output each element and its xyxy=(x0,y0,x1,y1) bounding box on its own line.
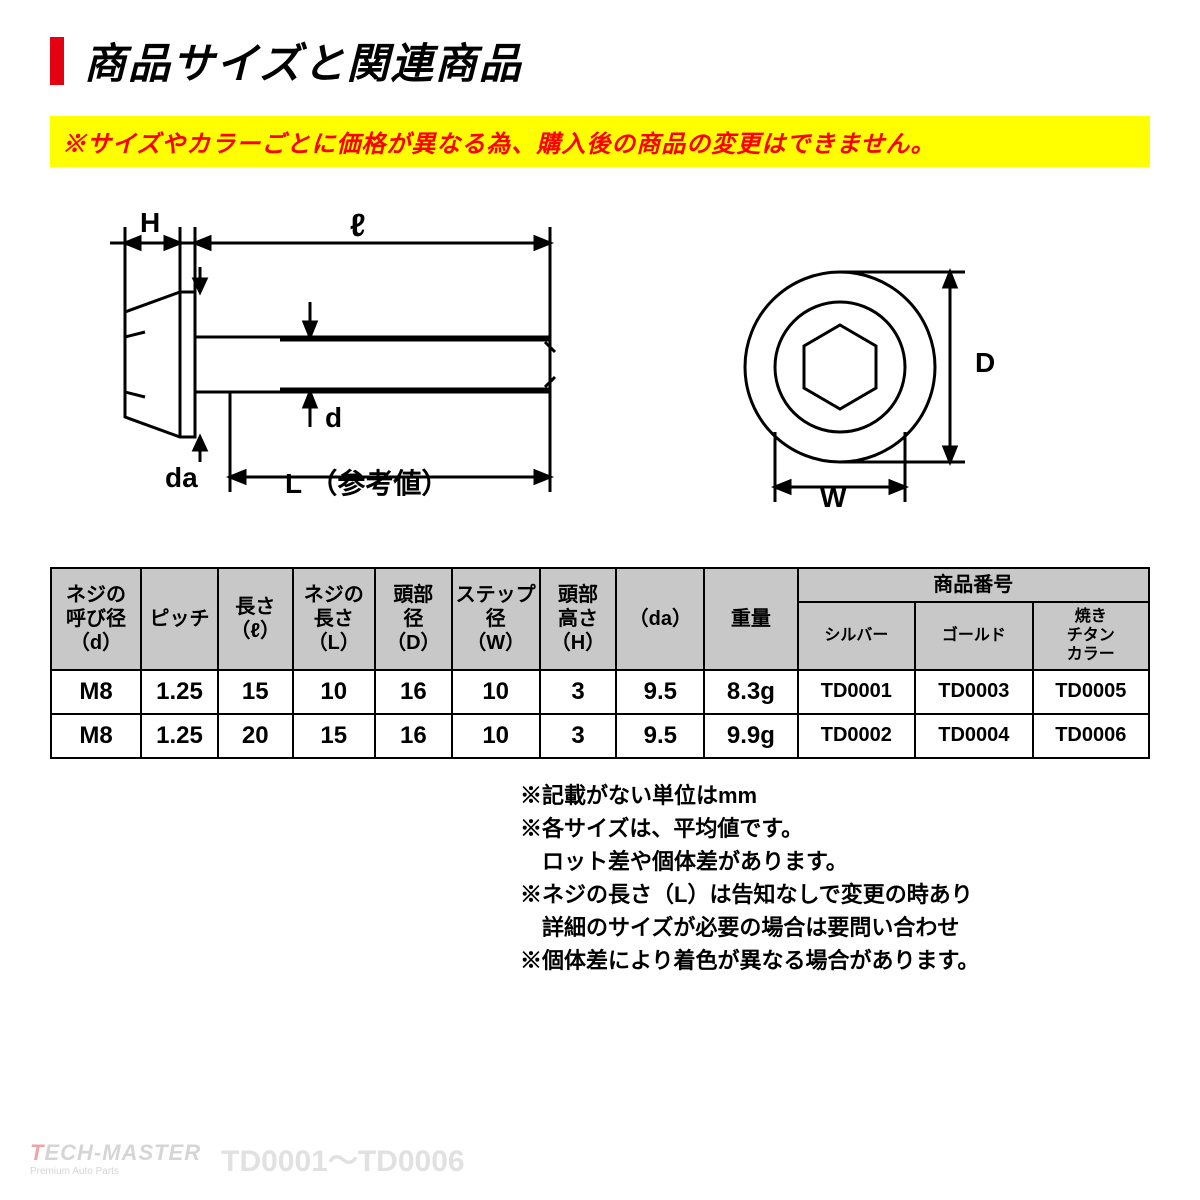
col-header: 頭部径（D） xyxy=(375,568,452,670)
cell-product-number: TD0003 xyxy=(915,670,1032,714)
cell-H: 3 xyxy=(540,670,617,714)
cell-L: 15 xyxy=(293,714,375,758)
col-header-product-number: 商品番号 xyxy=(798,568,1149,602)
label-D: D xyxy=(975,347,995,379)
table-row: M81.251510161039.58.3gTD0001TD0003TD0005 xyxy=(51,670,1149,714)
cell-d: M8 xyxy=(51,670,141,714)
cell-weight: 9.9g xyxy=(704,714,797,758)
label-L: L （参考値） xyxy=(285,462,449,502)
brand-logo: TECH-MASTER xyxy=(30,1140,201,1165)
col-header: ネジの長さ（L） xyxy=(293,568,375,670)
notes: ※記載がない単位はmm※各サイズは、平均値です。 ロット差や個体差があります。※… xyxy=(0,779,1150,977)
cell-product-number: TD0004 xyxy=(915,714,1032,758)
cell-D: 16 xyxy=(375,714,452,758)
cell-weight: 8.3g xyxy=(704,670,797,714)
col-header: ネジの呼び径（d） xyxy=(51,568,141,670)
cell-d: M8 xyxy=(51,714,141,758)
spec-table-wrap: ネジの呼び径（d）ピッチ長さ（ℓ）ネジの長さ（L）頭部径（D）ステップ径（W）頭… xyxy=(50,567,1150,759)
diagram-area: H ℓ d da L （参考値） D W xyxy=(50,207,1150,527)
col-subheader: ゴールド xyxy=(915,602,1032,670)
warning-banner: ※サイズやカラーごとに価格が異なる為、購入後の商品の変更はできません。 xyxy=(50,116,1150,167)
bolt-front-diagram xyxy=(700,207,1060,527)
footer-code-range: TD0001～TD0006 xyxy=(221,1136,464,1180)
label-da: da xyxy=(165,462,198,494)
brand-tagline: Premium Auto Parts xyxy=(30,1166,201,1177)
footer: TECH-MASTER Premium Auto Parts TD0001～TD… xyxy=(30,1136,465,1180)
col-header: ピッチ xyxy=(141,568,218,670)
cell-ell: 20 xyxy=(218,714,293,758)
note-line: ロット差や個体差があります。 xyxy=(520,845,1150,878)
label-d: d xyxy=(325,402,342,434)
accent-bar xyxy=(50,37,64,85)
header: 商品サイズと関連商品 xyxy=(0,0,1200,101)
spec-table: ネジの呼び径（d）ピッチ長さ（ℓ）ネジの長さ（L）頭部径（D）ステップ径（W）頭… xyxy=(50,567,1150,759)
col-subheader: シルバー xyxy=(798,602,915,670)
label-ell: ℓ xyxy=(350,207,366,244)
cell-da: 9.5 xyxy=(616,714,704,758)
cell-ell: 15 xyxy=(218,670,293,714)
cell-D: 16 xyxy=(375,670,452,714)
cell-pitch: 1.25 xyxy=(141,714,218,758)
cell-pitch: 1.25 xyxy=(141,670,218,714)
note-line: ※ネジの長さ（L）は告知なしで変更の時あり xyxy=(520,878,1150,911)
col-header: 長さ（ℓ） xyxy=(218,568,293,670)
cell-H: 3 xyxy=(540,714,617,758)
note-line: ※各サイズは、平均値です。 xyxy=(520,812,1150,845)
label-H: H xyxy=(140,207,160,239)
col-header: ステップ径（W） xyxy=(452,568,540,670)
note-line: ※個体差により着色が異なる場合があります。 xyxy=(520,944,1150,977)
col-subheader: 焼きチタンカラー xyxy=(1033,602,1149,670)
cell-W: 10 xyxy=(452,714,540,758)
label-W: W xyxy=(820,482,846,514)
page-title: 商品サイズと関連商品 xyxy=(84,30,523,91)
cell-product-number: TD0001 xyxy=(798,670,915,714)
table-row: M81.252015161039.59.9gTD0002TD0004TD0006 xyxy=(51,714,1149,758)
cell-da: 9.5 xyxy=(616,670,704,714)
cell-product-number: TD0002 xyxy=(798,714,915,758)
col-header: 重量 xyxy=(704,568,797,670)
cell-W: 10 xyxy=(452,670,540,714)
note-line: ※記載がない単位はmm xyxy=(520,779,1150,812)
cell-L: 10 xyxy=(293,670,375,714)
cell-product-number: TD0006 xyxy=(1033,714,1149,758)
col-header: 頭部高さ（H） xyxy=(540,568,617,670)
note-line: 詳細のサイズが必要の場合は要問い合わせ xyxy=(520,911,1150,944)
cell-product-number: TD0005 xyxy=(1033,670,1149,714)
col-header: （da） xyxy=(616,568,704,670)
